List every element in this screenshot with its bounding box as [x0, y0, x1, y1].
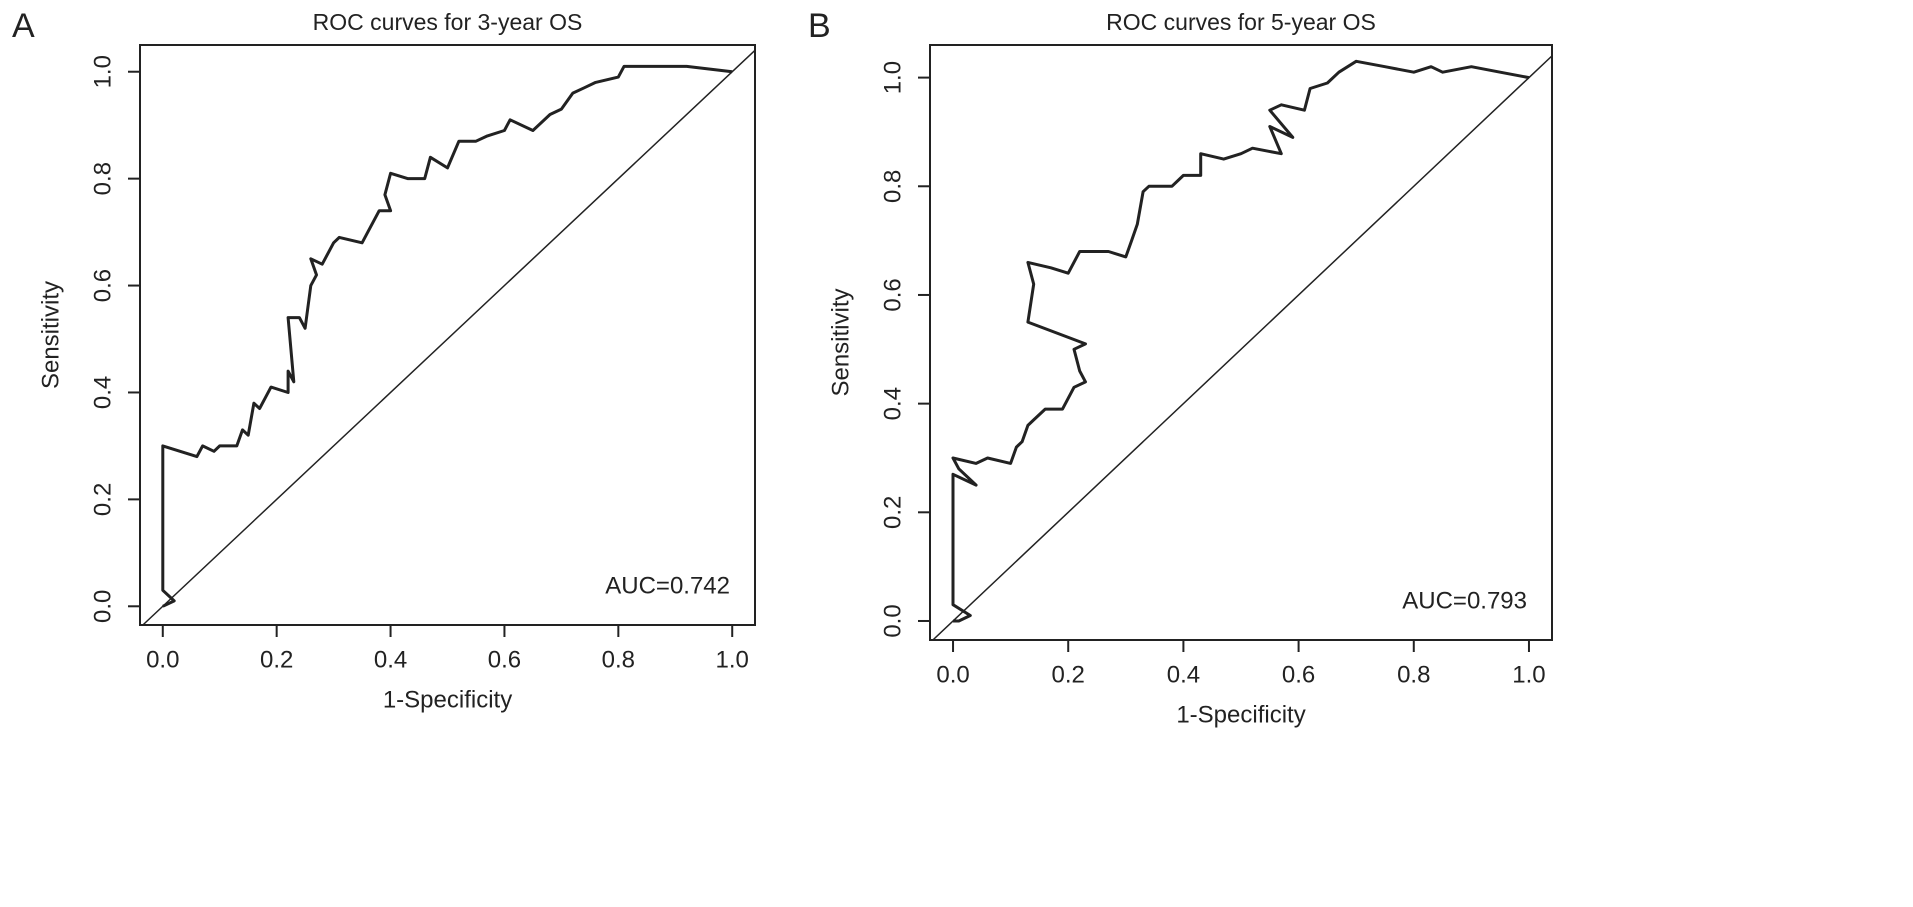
x-tick-label: 1.0 — [1512, 661, 1545, 688]
y-tick-label: 0.2 — [89, 483, 116, 516]
x-tick-label: 0.0 — [146, 646, 179, 673]
x-tick-label: 0.8 — [1397, 661, 1430, 688]
y-tick-label: 0.8 — [879, 170, 906, 203]
plot-box — [139, 44, 756, 626]
y-tick-label: 0.8 — [89, 162, 116, 195]
auc-annotation: AUC=0.742 — [605, 572, 730, 599]
x-tick-label: 0.6 — [488, 646, 521, 673]
x-tick-label: 0.4 — [1167, 661, 1200, 688]
x-tick-label: 1.0 — [716, 646, 749, 673]
chart-title: ROC curves for 3-year OS — [313, 9, 583, 35]
y-axis-label: Sensitivity — [37, 281, 64, 389]
y-tick-label: 0.4 — [879, 387, 906, 420]
x-tick-label: 0.4 — [374, 646, 407, 673]
y-tick-label: 0.6 — [879, 278, 906, 311]
reference-diagonal — [142, 49, 756, 626]
plot-box — [929, 44, 1553, 641]
y-tick-label: 0.0 — [89, 590, 116, 623]
x-tick-label: 0.6 — [1282, 661, 1315, 688]
roc-curve — [161, 64, 733, 608]
x-tick-label: 0.2 — [260, 646, 293, 673]
panel-label: A — [12, 7, 35, 45]
y-tick-label: 0.6 — [89, 269, 116, 302]
y-tick-label: 1.0 — [89, 55, 116, 88]
x-tick-label: 0.8 — [602, 646, 635, 673]
y-tick-label: 0.4 — [89, 376, 116, 409]
x-axis-label: 1-Specificity — [383, 686, 512, 713]
y-tick-label: 0.0 — [879, 604, 906, 637]
y-tick-label: 1.0 — [879, 61, 906, 94]
chart-title: ROC curves for 5-year OS — [1106, 9, 1376, 35]
roc-curve — [951, 59, 1530, 623]
panel-label: B — [808, 7, 831, 45]
x-tick-label: 0.0 — [936, 661, 969, 688]
y-tick-label: 0.2 — [879, 496, 906, 529]
x-tick-label: 0.2 — [1052, 661, 1085, 688]
y-axis-label: Sensitivity — [827, 288, 854, 396]
auc-annotation: AUC=0.793 — [1402, 587, 1527, 614]
x-axis-label: 1-Specificity — [1176, 701, 1305, 728]
reference-diagonal — [932, 55, 1553, 641]
